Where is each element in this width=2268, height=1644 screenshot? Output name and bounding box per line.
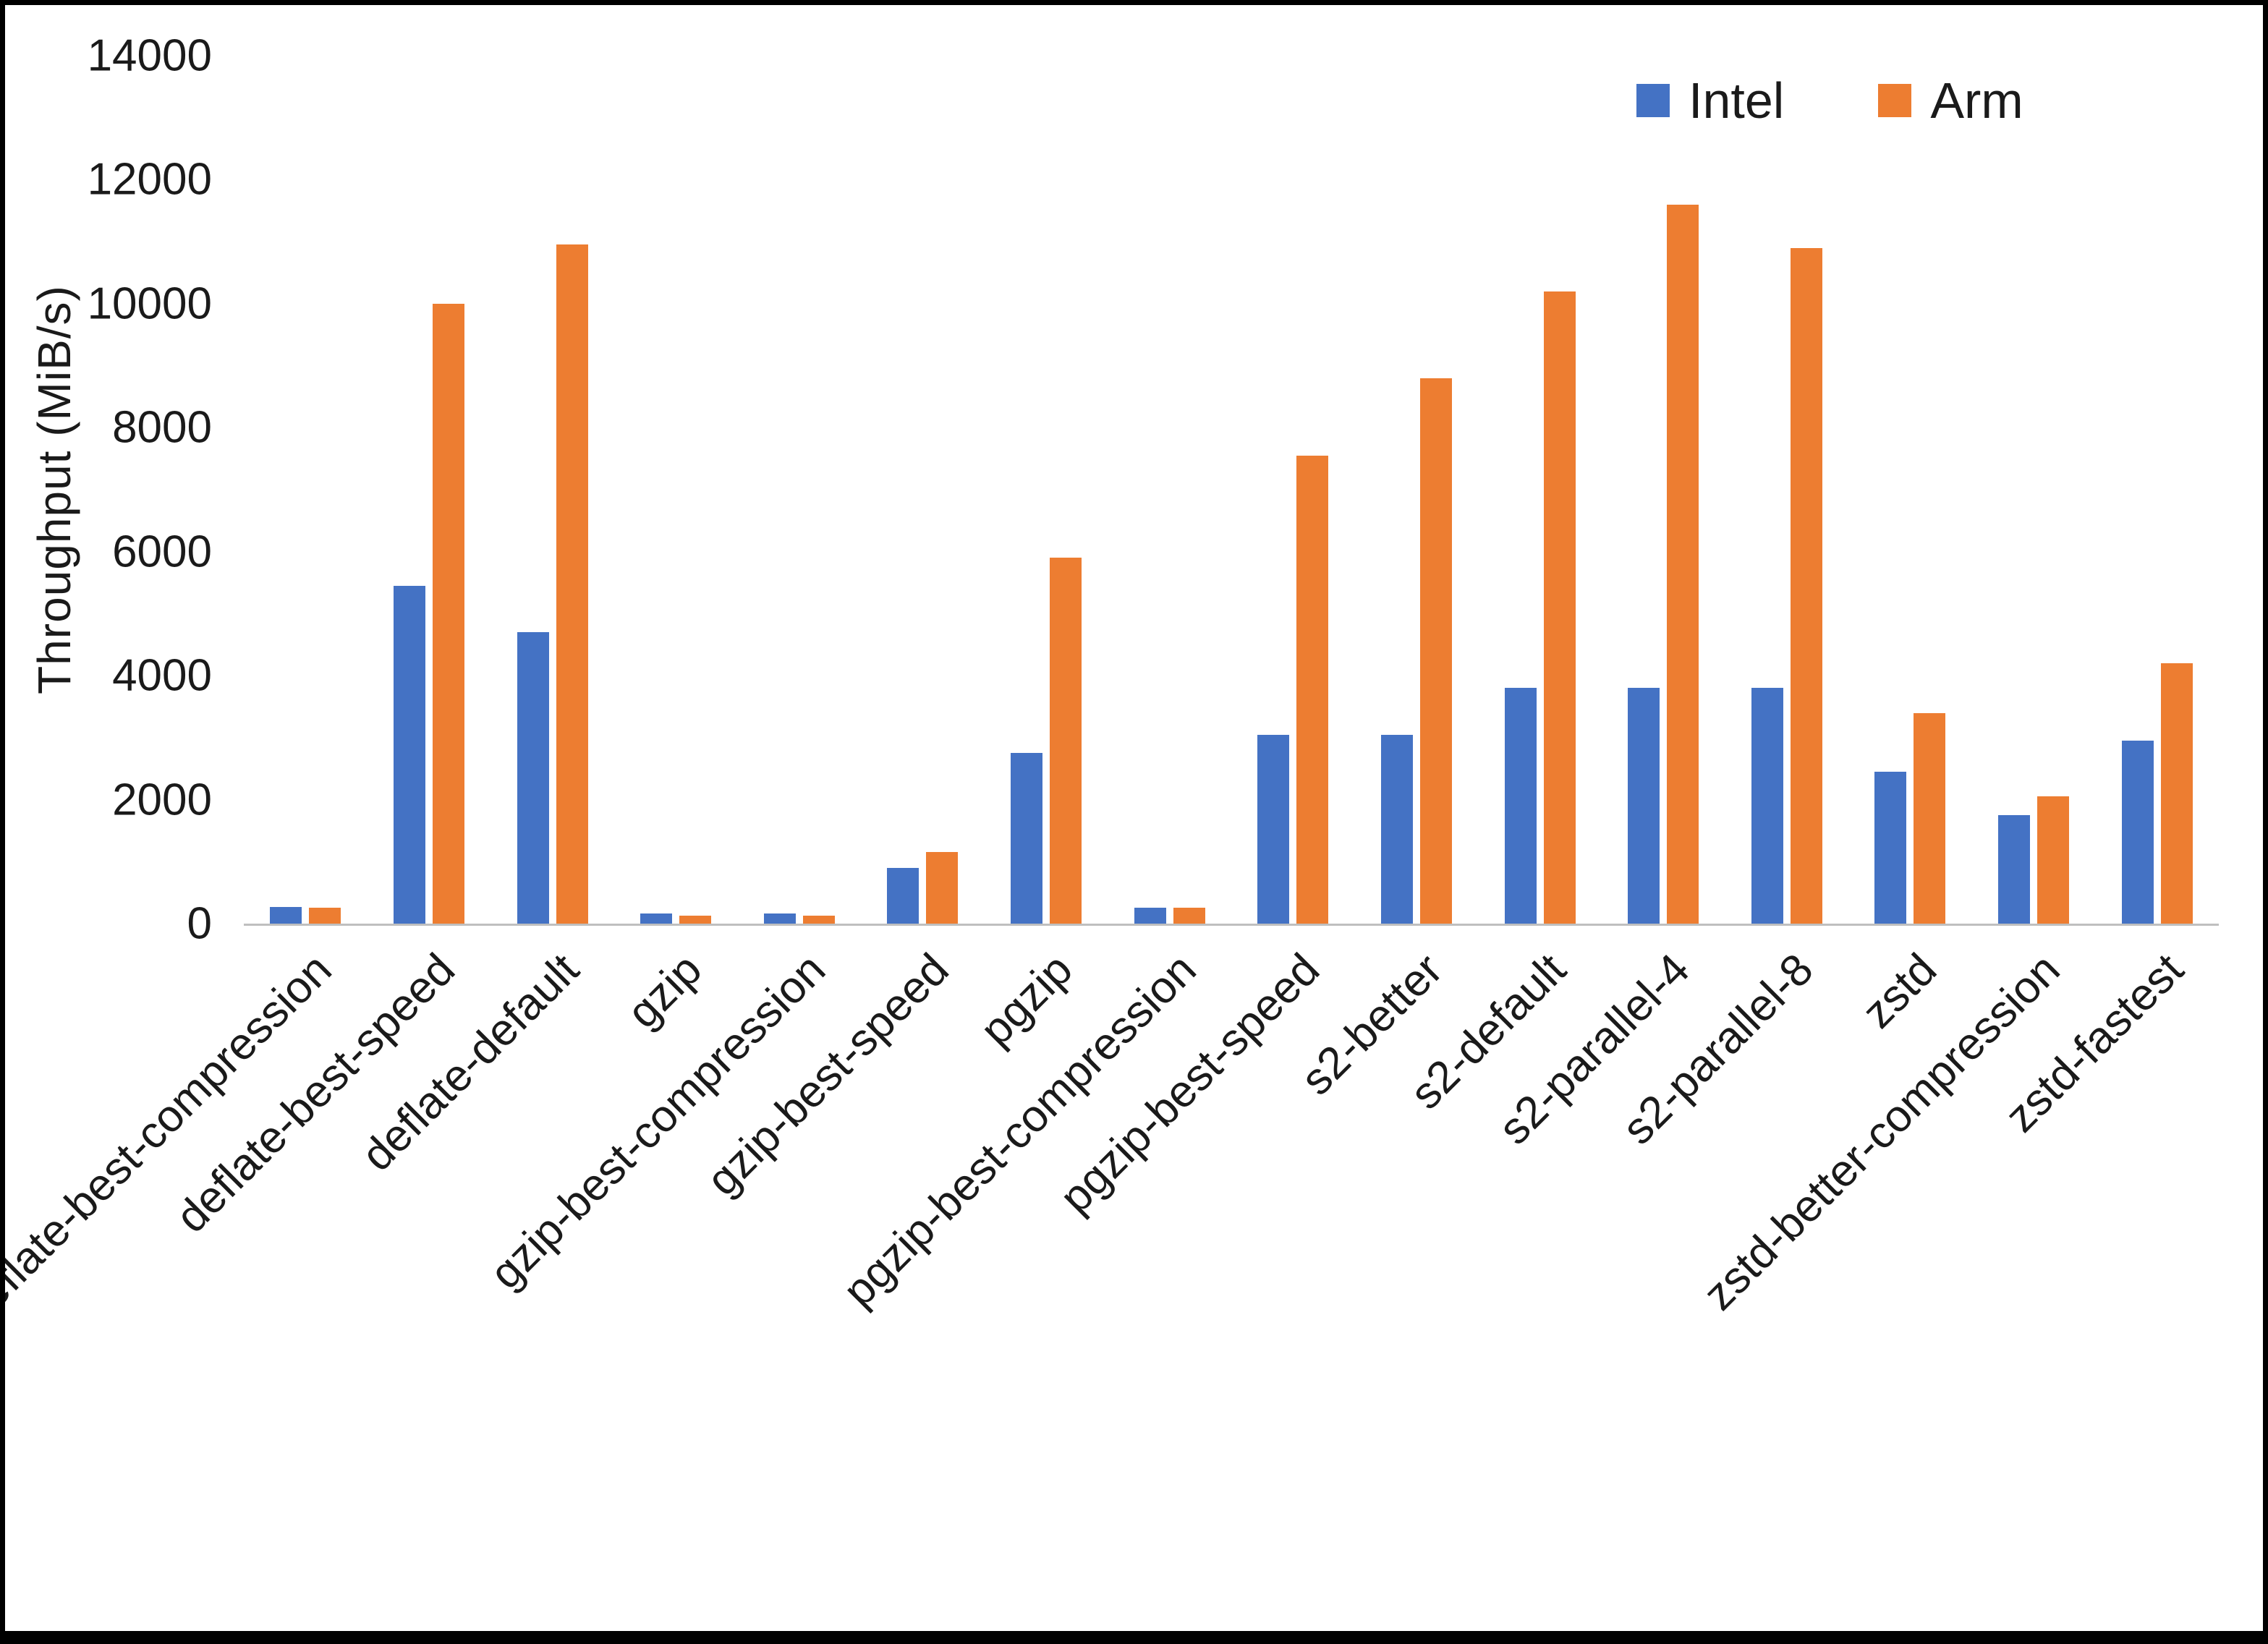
bar-arm — [2160, 663, 2193, 924]
bar-arm — [1296, 455, 1329, 924]
y-tick-label: 8000 — [112, 402, 212, 453]
bar-arm — [1543, 291, 1576, 924]
bar-group — [1355, 56, 1479, 924]
bar-arm — [1914, 712, 1946, 924]
bar-intel — [393, 585, 425, 924]
y-tick-label: 2000 — [112, 775, 212, 825]
bar-intel — [887, 867, 919, 924]
x-axis-label: deflate-default — [352, 944, 589, 1181]
bar-group — [614, 56, 738, 924]
bar-group — [490, 56, 614, 924]
bar-group — [368, 56, 491, 924]
bar-arm — [309, 907, 341, 924]
legend-label: Arm — [1930, 72, 2023, 129]
bar-group — [2095, 56, 2219, 924]
bar-group — [1725, 56, 1849, 924]
legend-label: Intel — [1689, 72, 1785, 129]
bar-intel — [640, 913, 673, 924]
bar-intel — [1751, 688, 1783, 924]
bar-intel — [1998, 815, 2031, 924]
x-axis-label: gzip — [618, 944, 712, 1038]
bar-arm — [2037, 796, 2070, 924]
legend-item-arm: Arm — [1878, 72, 2023, 129]
bar-intel — [1504, 688, 1537, 924]
bar-arm — [1050, 558, 1082, 924]
bar-group — [1602, 56, 1725, 924]
y-tick-label: 4000 — [112, 650, 212, 701]
y-tick-label: 14000 — [87, 30, 212, 81]
y-tick-label: 6000 — [112, 527, 212, 577]
bar-intel — [1380, 734, 1413, 924]
bar-group — [985, 56, 1108, 924]
bar-arm — [1790, 247, 1822, 924]
bar-intel — [1874, 772, 1907, 924]
legend-swatch-intel-icon — [1636, 84, 1670, 117]
bar-intel — [517, 632, 549, 924]
plot-area — [244, 56, 2219, 926]
y-axis-ticks: 0 2000 4000 6000 8000 10000 12000 14000 — [5, 31, 222, 949]
legend-swatch-arm-icon — [1878, 84, 1912, 117]
bar-arm — [1173, 907, 1205, 924]
y-tick-label: 12000 — [87, 154, 212, 205]
bar-group — [244, 56, 368, 924]
bar-group — [1478, 56, 1602, 924]
bar-group — [1231, 56, 1355, 924]
legend-item-intel: Intel — [1636, 72, 1784, 129]
bar-arm — [679, 915, 712, 924]
bar-intel — [763, 913, 796, 924]
bar-intel — [2121, 741, 2154, 924]
bar-group — [1108, 56, 1231, 924]
bar-group — [738, 56, 862, 924]
bar-arm — [802, 915, 835, 924]
bar-intel — [270, 906, 302, 924]
x-axis-label: pgzip — [970, 944, 1082, 1056]
bar-intel — [1011, 753, 1043, 924]
y-tick-label: 0 — [187, 898, 212, 949]
bar-intel — [1628, 688, 1660, 924]
bar-arm — [556, 244, 588, 924]
x-axis-label: zstd — [1852, 944, 1946, 1038]
bar-arm — [1667, 204, 1699, 924]
bar-arm — [926, 852, 959, 924]
bar-group — [1848, 56, 1972, 924]
bar-intel — [1134, 907, 1166, 924]
bar-intel — [1257, 734, 1290, 924]
bar-arm — [1419, 378, 1452, 924]
legend: Intel Arm — [1636, 72, 2023, 129]
y-tick-label: 10000 — [87, 278, 212, 329]
bar-group — [861, 56, 985, 924]
bar-group — [1972, 56, 2096, 924]
bar-arm — [432, 303, 464, 924]
